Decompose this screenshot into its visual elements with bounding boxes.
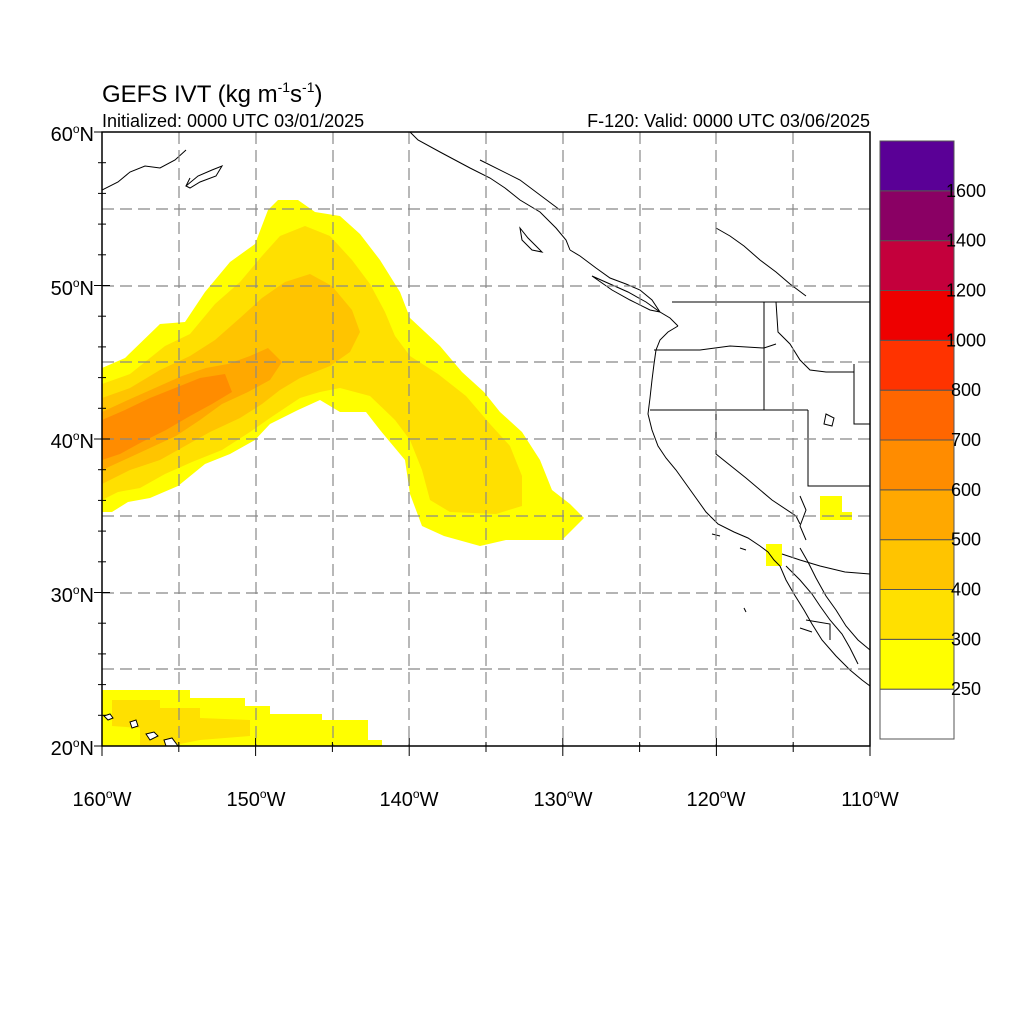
lon-label-120: 120oW bbox=[687, 787, 746, 811]
ivt-inland-patch-1 bbox=[820, 496, 842, 520]
alaska-canada-border bbox=[479, 159, 561, 211]
initialized-time: Initialized: 0000 UTC 03/01/2025 bbox=[102, 111, 365, 131]
great-salt-lake bbox=[823, 413, 835, 427]
colorbar bbox=[879, 140, 955, 740]
colorbar-swatch bbox=[879, 439, 955, 491]
lat-label-30: 30oN bbox=[51, 583, 94, 607]
coastlines bbox=[102, 132, 870, 687]
colorbar-swatch bbox=[879, 389, 955, 441]
alaska-lakes bbox=[185, 177, 807, 297]
nv-ut-border bbox=[807, 410, 870, 487]
mexico-mainland bbox=[799, 619, 831, 640]
colorbar-swatch bbox=[879, 638, 955, 690]
colorbar-label: 600 bbox=[951, 480, 981, 500]
bc-islands bbox=[519, 226, 661, 313]
colorbar-label: 400 bbox=[951, 580, 981, 600]
maui-island bbox=[145, 731, 159, 741]
id-border bbox=[763, 301, 854, 410]
colorbar-swatch bbox=[879, 140, 955, 192]
channel-islands bbox=[711, 533, 747, 613]
wa-or-border bbox=[654, 343, 777, 351]
ca-nv-border bbox=[715, 410, 801, 525]
lat-label-50: 50oN bbox=[51, 276, 94, 300]
colorbar-label: 800 bbox=[951, 380, 981, 400]
kauai-island bbox=[103, 713, 114, 721]
lon-label-150: 150oW bbox=[227, 787, 286, 811]
ivt-600-region bbox=[102, 374, 232, 460]
colorbar-swatch bbox=[879, 539, 955, 591]
alaska-coast bbox=[102, 132, 571, 251]
colorbar-label: 300 bbox=[951, 629, 981, 649]
colorbar-swatch bbox=[879, 240, 955, 292]
grid-lines bbox=[102, 132, 870, 746]
lat-label-20: 20oN bbox=[51, 736, 94, 760]
colorbar-label: 250 bbox=[951, 679, 981, 699]
ivt-shading bbox=[102, 200, 852, 746]
map-title: GEFS IVT (kg m-1s-1) bbox=[102, 79, 323, 108]
lon-label-110: 110oW bbox=[841, 787, 899, 811]
gulf-of-california bbox=[799, 547, 870, 651]
colorbar-swatch bbox=[879, 339, 955, 391]
lon-labels: 160oW 150oW 140oW 130oW 120oW 110oW bbox=[73, 787, 899, 811]
colorbar-label: 1000 bbox=[946, 330, 986, 350]
ivt-inland-patch-3 bbox=[766, 544, 782, 566]
west-coast bbox=[647, 325, 870, 687]
bc-coast bbox=[569, 249, 679, 327]
lon-label-130: 130oW bbox=[534, 787, 593, 811]
colorbar-label: 1600 bbox=[946, 181, 986, 201]
us-mexico-border bbox=[781, 553, 870, 575]
colorbar-swatch bbox=[879, 290, 955, 341]
colorbar-label: 500 bbox=[951, 530, 981, 550]
ut-wy-border bbox=[853, 364, 870, 425]
baja-peninsula bbox=[785, 565, 859, 665]
lat-label-40: 40oN bbox=[51, 429, 94, 453]
colorbar-label: 1400 bbox=[946, 231, 986, 251]
ca-az-border bbox=[799, 495, 807, 541]
lon-label-140: 140oW bbox=[380, 787, 439, 811]
oahu-island bbox=[129, 719, 139, 729]
lat-label-60: 60oN bbox=[51, 122, 94, 146]
colorbar-swatch bbox=[879, 589, 955, 640]
axis-ticks bbox=[94, 131, 871, 756]
lat-labels: 60oN 50oN 40oN 30oN 20oN bbox=[51, 122, 94, 760]
colorbar-labels: 250 300 400 500 600 700 800 1000 1200 1400 1600 bbox=[946, 181, 986, 699]
colorbar-swatch bbox=[879, 489, 955, 541]
colorbar-swatch bbox=[879, 190, 955, 242]
valid-time: F-120: Valid: 0000 UTC 03/06/2025 bbox=[587, 111, 870, 131]
colorbar-label: 700 bbox=[951, 430, 981, 450]
colorbar-label: 1200 bbox=[946, 281, 986, 301]
lon-label-160: 160oW bbox=[73, 787, 132, 811]
colorbar-swatch bbox=[879, 688, 955, 740]
